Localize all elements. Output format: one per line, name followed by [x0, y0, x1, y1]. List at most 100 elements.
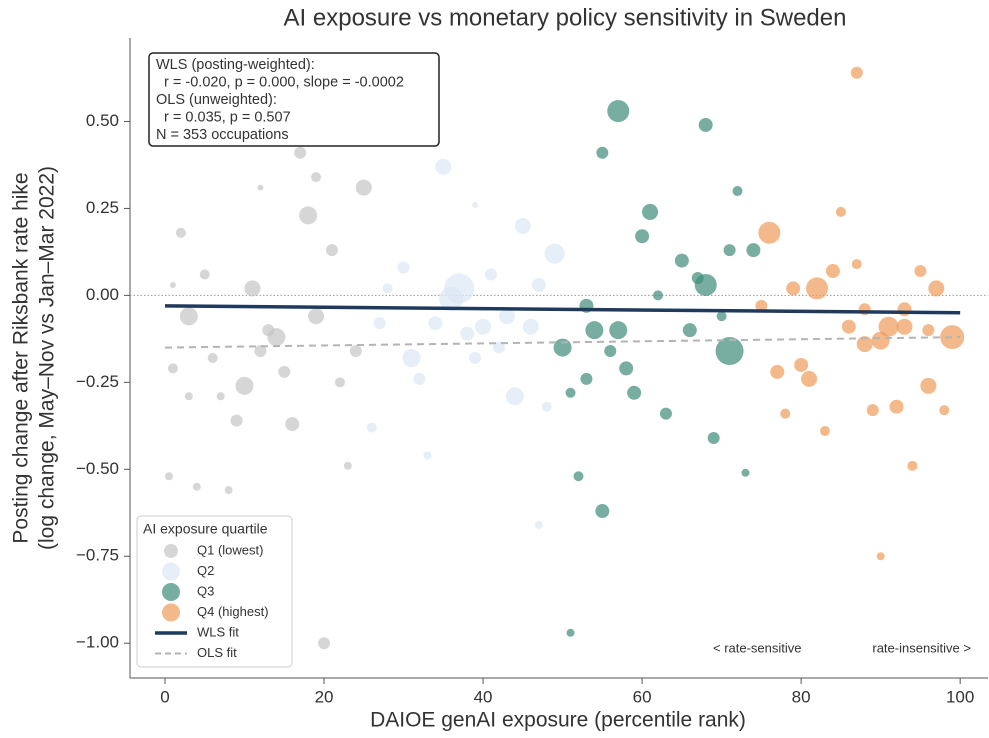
- data-point: [896, 318, 913, 335]
- data-point: [435, 158, 452, 175]
- data-point: [207, 353, 218, 363]
- data-point: [311, 172, 322, 183]
- fit-line: [164, 336, 961, 349]
- data-point: [472, 201, 479, 208]
- data-point: [580, 372, 593, 385]
- data-point: [889, 399, 904, 414]
- y-tick-label: 0.50: [86, 111, 119, 130]
- data-point: [325, 244, 338, 257]
- legend-label: Q4 (highest): [197, 604, 269, 619]
- data-point: [939, 405, 950, 416]
- annotation-line: r = 0.035, p = 0.507: [156, 109, 291, 125]
- data-point: [278, 365, 291, 378]
- data-point: [922, 324, 935, 337]
- data-point: [928, 280, 945, 297]
- annotation-line: N = 353 occupations: [156, 127, 289, 143]
- data-point: [841, 319, 856, 334]
- annotation: < rate-sensitive: [713, 640, 802, 655]
- data-point: [876, 552, 885, 561]
- data-point: [192, 482, 201, 491]
- data-point: [469, 352, 482, 364]
- data-point: [257, 184, 264, 191]
- legend-label: Q3: [197, 583, 214, 598]
- data-point: [878, 316, 899, 337]
- data-point: [755, 299, 768, 312]
- y-axis-label: (log change, May–Nov vs Jan–Mar 2022): [36, 166, 59, 550]
- legend-label: Q1 (lowest): [197, 542, 263, 557]
- data-point: [179, 307, 198, 326]
- data-point: [851, 259, 862, 270]
- data-point: [355, 179, 372, 196]
- data-point: [732, 186, 743, 197]
- data-point: [230, 414, 243, 427]
- data-point: [819, 426, 830, 437]
- data-point: [866, 404, 879, 417]
- data-point: [402, 349, 421, 367]
- legend-swatch: [164, 544, 178, 558]
- y-axis-label: Posting change after Riksbank rate hike: [10, 172, 33, 543]
- data-point: [553, 338, 572, 357]
- data-point: [349, 345, 362, 358]
- data-point: [267, 328, 286, 347]
- x-tick-label: 60: [633, 687, 652, 706]
- data-point: [343, 461, 352, 470]
- legend-label: WLS fit: [197, 624, 239, 639]
- data-point: [485, 268, 498, 281]
- legend-swatch: [162, 603, 180, 622]
- data-point: [758, 221, 781, 244]
- data-point: [604, 345, 617, 358]
- data-point: [871, 331, 890, 350]
- data-point: [505, 387, 524, 406]
- data-point: [920, 377, 937, 394]
- y-tick-label: −0.75: [76, 546, 119, 565]
- data-point: [914, 265, 927, 278]
- data-point: [366, 422, 377, 433]
- data-point: [382, 283, 393, 294]
- legend-swatch: [162, 562, 180, 581]
- data-point: [544, 243, 565, 264]
- data-point: [786, 281, 801, 296]
- data-point: [224, 486, 233, 495]
- data-point: [428, 316, 443, 331]
- data-point: [595, 504, 610, 519]
- data-point: [294, 146, 307, 159]
- data-point: [235, 376, 254, 395]
- data-point: [806, 277, 829, 300]
- data-point: [444, 273, 475, 304]
- data-point: [596, 146, 609, 159]
- data-point: [794, 357, 809, 372]
- fit-line: [164, 304, 961, 315]
- data-point: [642, 203, 659, 220]
- legend-label: Q2: [197, 563, 214, 578]
- data-point: [715, 337, 744, 366]
- data-point: [175, 227, 186, 238]
- data-point: [531, 277, 546, 292]
- data-point: [682, 323, 697, 338]
- data-point: [534, 520, 543, 529]
- data-point: [541, 401, 552, 412]
- data-point: [897, 302, 912, 317]
- data-point: [627, 385, 642, 400]
- x-tick-label: 80: [792, 687, 811, 706]
- data-point: [566, 628, 575, 637]
- data-point: [514, 217, 531, 234]
- annotation-line: OLS (unweighted):: [156, 92, 277, 108]
- data-point: [609, 321, 628, 340]
- y-tick-label: 0.25: [86, 198, 119, 217]
- data-point: [413, 372, 426, 385]
- data-point: [573, 471, 584, 482]
- annotation-line: r = -0.020, p = 0.000, slope = -0.0002: [156, 74, 404, 90]
- data-point: [167, 363, 178, 374]
- data-point: [169, 281, 176, 288]
- data-point: [498, 308, 515, 325]
- annotation: rate-insensitive >: [872, 640, 971, 655]
- data-point: [254, 345, 267, 358]
- data-point: [334, 377, 345, 388]
- data-point: [674, 253, 689, 268]
- data-point: [308, 308, 325, 325]
- data-point: [746, 243, 761, 258]
- annotation-box: [148, 52, 440, 147]
- annotation-line: WLS (posting-weighted):: [156, 57, 315, 73]
- data-point: [825, 264, 840, 279]
